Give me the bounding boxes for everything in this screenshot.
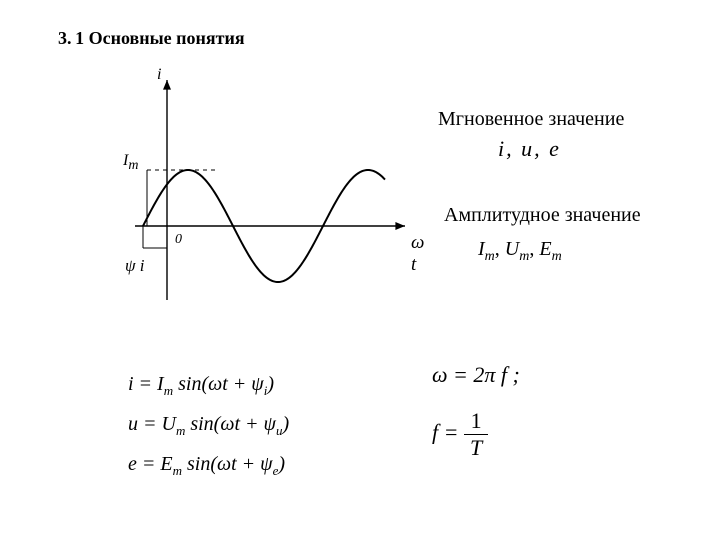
omega-f-formulas: ω = 2π f ; f = 1 T xyxy=(432,362,520,461)
f3b: m xyxy=(173,463,182,478)
f2b: m xyxy=(176,423,185,438)
sym-Im: m xyxy=(485,249,495,264)
amplitude-m: m xyxy=(128,158,138,173)
f2a: u = U xyxy=(128,413,176,435)
f3e: ) xyxy=(278,453,285,475)
sym-Em: m xyxy=(552,249,562,264)
f3a: e = E xyxy=(128,453,173,475)
phase-label: ψ i xyxy=(125,256,145,276)
f1a: i = I xyxy=(128,373,164,395)
sym-I: I xyxy=(478,238,485,260)
amplitude-symbols: Im, Um, Em xyxy=(478,238,562,265)
origin-label: 0 xyxy=(175,232,182,248)
formula-e: e = Em sin(ωt + ψe) xyxy=(128,444,289,484)
f3c: sin(ωt + ψ xyxy=(182,453,273,475)
formula-f: f = 1 T xyxy=(432,408,520,461)
instantaneous-symbols: i, u, e xyxy=(498,136,561,162)
formula-i: i = Im sin(ωt + ψi) xyxy=(128,364,289,404)
f1b: m xyxy=(164,383,173,398)
x-axis-label: ω t xyxy=(411,232,425,276)
f1c: sin(ωt + ψ xyxy=(173,373,264,395)
amplitude-title: Амплитудное значение xyxy=(444,204,641,227)
ff-lhs: f = xyxy=(432,420,458,445)
fraction: 1 T xyxy=(464,408,488,461)
formula-omega: ω = 2π f ; xyxy=(432,362,520,388)
f2c: sin(ωt + ψ xyxy=(185,413,276,435)
frac-num: 1 xyxy=(464,408,488,434)
frac-den: T xyxy=(464,435,488,461)
sine-graph: i Im 0 ω t ψ i xyxy=(85,70,425,300)
page-title: 3. 1 Основные понятия xyxy=(58,28,245,49)
f1e: ) xyxy=(267,373,274,395)
sym-Um: m xyxy=(519,249,529,264)
amplitude-marker-label: Im xyxy=(123,152,138,174)
y-axis-label: i xyxy=(157,66,161,84)
sym-U: U xyxy=(505,238,519,260)
sym-E: E xyxy=(539,238,551,260)
instantaneous-title: Мгновенное значение xyxy=(438,108,624,131)
formula-u: u = Um sin(ωt + ψu) xyxy=(128,404,289,444)
f2e: ) xyxy=(282,413,289,435)
sine-formulas: i = Im sin(ωt + ψi) u = Um sin(ωt + ψu) … xyxy=(128,364,289,484)
